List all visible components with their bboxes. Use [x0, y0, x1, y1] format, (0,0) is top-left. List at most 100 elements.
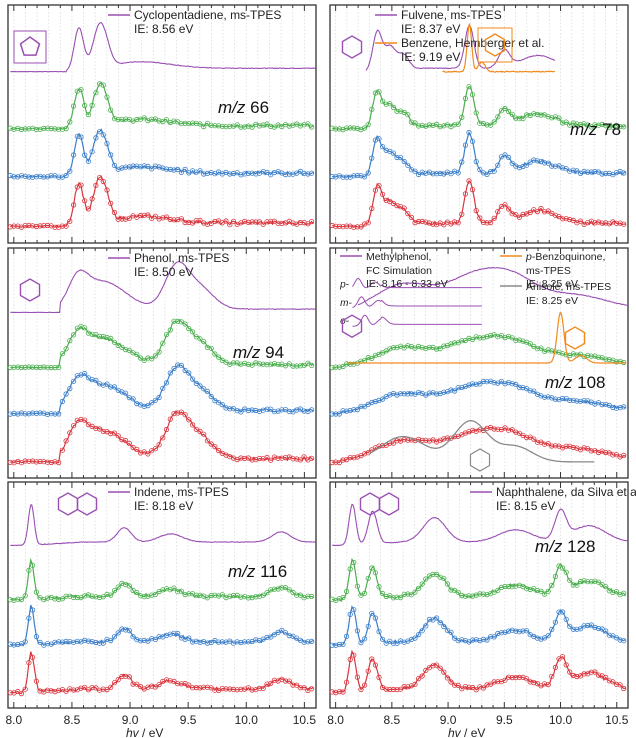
- series-green-point: [372, 352, 378, 358]
- series-red-point: [567, 669, 573, 675]
- series-blue-point: [123, 390, 129, 396]
- series-red-point: [100, 178, 106, 185]
- series-blue-point: [405, 391, 411, 397]
- series-green-point: [376, 89, 382, 95]
- series-green-point: [509, 111, 515, 117]
- series-green-point: [238, 124, 244, 130]
- series-red-point: [171, 410, 177, 417]
- series-blue-point: [531, 388, 537, 394]
- molecule-box: [13, 30, 47, 64]
- series-green-point: [351, 361, 357, 367]
- series-blue-point: [74, 133, 80, 139]
- series-blue-point: [156, 164, 162, 170]
- series-blue-point: [549, 395, 555, 401]
- series-red-point: [491, 426, 497, 432]
- series-green-point: [26, 126, 32, 132]
- series-green-point: [171, 118, 177, 124]
- series-red-point: [549, 673, 555, 679]
- series-green-point: [343, 588, 350, 595]
- series-red-point: [459, 211, 465, 217]
- series-green-point: [7, 364, 13, 371]
- series-blue-point: [182, 166, 188, 172]
- series-red-point: [361, 682, 368, 688]
- series-blue-point: [253, 407, 259, 414]
- series-blue-point: [29, 607, 36, 613]
- series-red-point: [376, 183, 382, 189]
- series-green-point: [197, 336, 203, 342]
- series-red-point: [581, 671, 587, 677]
- series-green-point: [401, 109, 407, 116]
- series-blue-point: [459, 384, 465, 391]
- series-red-point: [419, 437, 425, 443]
- mz-label: m/z 128: [535, 537, 595, 556]
- series-red-point: [419, 218, 425, 224]
- series-green-point: [238, 361, 244, 367]
- series-green-point: [477, 591, 483, 597]
- series-blue-point: [340, 174, 346, 180]
- series-green-point: [534, 111, 541, 118]
- series-blue-point: [15, 411, 21, 417]
- series-blue-point: [71, 378, 77, 384]
- series-blue-point: [197, 639, 203, 646]
- series-red-point: [26, 660, 32, 666]
- series-blue-point: [408, 391, 414, 397]
- series-blue-point: [286, 632, 292, 639]
- series-green-point: [574, 121, 580, 127]
- series-blue-point: [41, 174, 47, 180]
- series-red-point: [477, 684, 483, 690]
- legend-ie: IE: 8.37 eV: [401, 22, 460, 36]
- mz-label: m/z 78: [570, 120, 621, 139]
- series-blue-point: [282, 630, 289, 636]
- series-green-point: [190, 329, 196, 335]
- series-blue-point: [563, 166, 569, 172]
- series-red-point: [97, 687, 103, 693]
- series-red-point: [67, 430, 73, 436]
- series-blue-point: [473, 381, 479, 387]
- series-blue-point: [119, 165, 125, 171]
- series-blue-point: [369, 399, 375, 406]
- series-red-point: [264, 681, 270, 687]
- series-green-point: [15, 364, 21, 370]
- series-blue-point: [71, 639, 77, 645]
- series-red-point: [426, 220, 432, 226]
- series-green-point: [97, 594, 103, 601]
- series-blue-point: [208, 170, 214, 176]
- series-green-point: [29, 562, 36, 568]
- series-blue-point: [541, 394, 548, 400]
- x-axis-label-rest: / eV: [461, 726, 486, 738]
- series-red-point: [186, 219, 192, 226]
- series-blue-point: [448, 629, 454, 635]
- series-red-point: [275, 220, 281, 226]
- series-blue-point: [149, 166, 155, 172]
- series-green-point: [531, 343, 537, 349]
- series-red-point: [171, 678, 177, 685]
- series-blue-point: [495, 162, 501, 168]
- series-blue-point: [175, 166, 181, 173]
- series-green-point: [545, 588, 551, 594]
- series-blue-point: [603, 170, 609, 177]
- series-green-point: [82, 593, 88, 599]
- series-red-point: [441, 222, 447, 228]
- series-blue-point: [333, 642, 339, 648]
- series-blue-point: [268, 406, 274, 412]
- methylphenol-isomer-line: [352, 277, 482, 289]
- series-red-point: [563, 662, 569, 668]
- series-red-point: [347, 656, 353, 663]
- series-red-point: [369, 205, 375, 212]
- series-blue-point: [336, 641, 342, 648]
- series-red-point: [93, 182, 99, 188]
- series-red-point: [606, 678, 612, 684]
- series-green-point: [134, 116, 140, 123]
- series-red-point: [621, 685, 627, 692]
- series-red-point: [223, 218, 229, 224]
- series-green-point: [455, 589, 461, 595]
- series-green-point: [249, 594, 255, 601]
- series-red-point: [227, 222, 233, 228]
- series-blue-point: [549, 163, 555, 169]
- series-blue-point: [487, 634, 494, 640]
- series-green-point: [108, 107, 114, 113]
- series-blue-point: [230, 170, 237, 177]
- series-blue-point: [74, 373, 80, 379]
- series-green-point: [426, 122, 432, 128]
- series-blue-point: [509, 627, 515, 633]
